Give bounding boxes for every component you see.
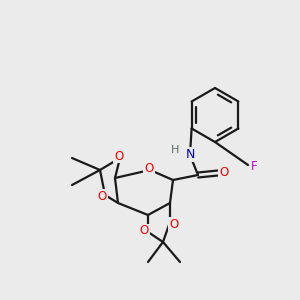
Text: O: O — [140, 224, 148, 238]
Text: O: O — [169, 218, 178, 230]
Text: F: F — [251, 160, 257, 173]
Text: O: O — [219, 167, 229, 179]
Text: O: O — [144, 163, 154, 176]
Text: O: O — [114, 149, 124, 163]
Text: O: O — [98, 190, 106, 202]
Text: H: H — [171, 145, 179, 155]
Text: N: N — [185, 148, 195, 160]
